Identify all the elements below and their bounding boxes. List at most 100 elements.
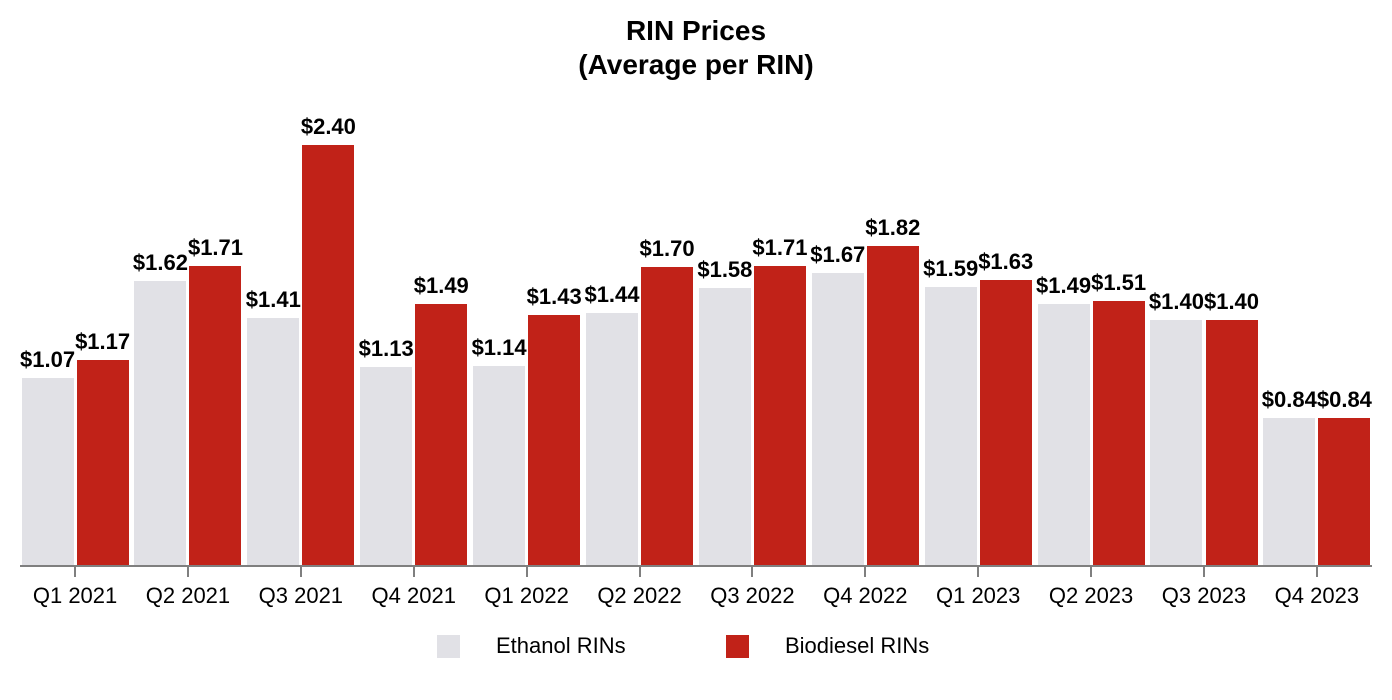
- x-axis-tick: [1315, 567, 1318, 577]
- value-label-biodiesel: $1.51: [1091, 270, 1147, 295]
- bar-ethanol: [21, 378, 74, 565]
- bar-column-biodiesel: $1.82: [865, 215, 920, 565]
- bar-column-ethanol: $1.07: [20, 347, 75, 565]
- bar-biodiesel: [189, 266, 242, 565]
- value-label-ethanol: $0.84: [1261, 387, 1317, 412]
- x-axis-tick: [1202, 567, 1205, 577]
- x-axis-label: Q1 2023: [935, 583, 1021, 608]
- bar-group-q2-2022: $1.44 $1.70 Q2 2022: [584, 236, 695, 608]
- value-label-ethanol: $1.41: [245, 287, 301, 312]
- chart-title-line2: (Average per RIN): [578, 49, 814, 80]
- value-label-biodiesel: $0.84: [1316, 387, 1372, 412]
- ethanol-swatch: [437, 634, 460, 658]
- x-axis-label: Q2 2021: [145, 583, 231, 608]
- value-label-ethanol: $1.49: [1036, 273, 1092, 298]
- bar-column-ethanol: $1.49: [1036, 273, 1091, 565]
- bar-column-ethanol: $1.41: [246, 287, 301, 565]
- bar-column-ethanol: $0.84: [1262, 387, 1317, 565]
- legend-item-biodiesel: Biodiesel RINs: [726, 633, 955, 659]
- x-axis-tick: [751, 567, 754, 577]
- bar-column-biodiesel: $2.40: [301, 114, 356, 565]
- biodiesel-swatch: [726, 634, 749, 658]
- value-label-ethanol: $1.59: [923, 256, 979, 281]
- value-label-ethanol: $1.40: [1148, 289, 1204, 314]
- x-axis-label: Q3 2022: [710, 583, 795, 608]
- x-axis-tick: [74, 567, 77, 577]
- x-axis-tick: [864, 567, 867, 577]
- value-label-ethanol: $1.07: [20, 347, 76, 372]
- bar-biodiesel: [528, 315, 581, 565]
- value-label-biodiesel: $2.40: [300, 114, 356, 139]
- bar-column-ethanol: $1.44: [584, 282, 640, 565]
- bar-column-ethanol: $1.59: [923, 256, 978, 565]
- value-label-biodiesel: $1.70: [639, 236, 695, 261]
- bar-ethanol: [1037, 304, 1090, 565]
- bar-column-biodiesel: $1.71: [752, 235, 807, 565]
- bar-group-q3-2021: $1.41 $2.40 Q3 2021: [246, 114, 356, 608]
- bar-biodiesel: [1318, 418, 1371, 565]
- bar-column-ethanol: $1.14: [472, 335, 527, 565]
- bar-biodiesel: [641, 267, 694, 565]
- bar-ethanol: [247, 318, 300, 565]
- x-axis-label: Q2 2023: [1048, 583, 1134, 608]
- bar-column-biodiesel: $1.71: [188, 235, 243, 565]
- plot-area: $1.07 $1.17 Q1 2021 $1.62 $1.71 Q2 2021 $1.41 $…: [20, 114, 1372, 608]
- x-axis-label: Q1 2022: [484, 583, 569, 608]
- value-label-ethanol: $1.67: [810, 242, 866, 267]
- value-label-ethanol: $1.44: [584, 282, 640, 307]
- x-axis-tick: [638, 567, 641, 577]
- value-label-ethanol: $1.58: [697, 257, 753, 282]
- bar-ethanol: [360, 367, 413, 565]
- bar-column-ethanol: $1.58: [697, 257, 752, 565]
- bar-group-q1-2021: $1.07 $1.17 Q1 2021: [20, 329, 130, 608]
- bar-column-biodiesel: $1.63: [978, 249, 1033, 565]
- value-label-ethanol: $1.13: [358, 336, 414, 361]
- bar-column-biodiesel: $0.84: [1317, 387, 1372, 565]
- value-label-biodiesel: $1.17: [75, 329, 131, 354]
- x-axis-label: Q3 2023: [1161, 583, 1247, 608]
- legend-label-ethanol: Ethanol RINs: [496, 633, 626, 658]
- bar-biodiesel: [866, 246, 919, 565]
- value-label-ethanol: $1.62: [132, 250, 188, 275]
- value-label-ethanol: $1.14: [471, 335, 527, 360]
- bar-biodiesel: [302, 145, 355, 565]
- bar-ethanol: [473, 366, 526, 565]
- bar-biodiesel: [753, 266, 806, 565]
- bar-column-biodiesel: $1.51: [1091, 270, 1146, 565]
- x-axis-label: Q2 2022: [597, 583, 682, 608]
- bar-ethanol: [1263, 418, 1316, 565]
- bar-ethanol: [1150, 320, 1203, 565]
- x-axis-label: Q4 2023: [1274, 583, 1360, 608]
- bar-ethanol: [585, 313, 638, 565]
- x-axis-tick: [299, 567, 302, 577]
- x-axis-label: Q3 2021: [258, 583, 344, 608]
- value-label-biodiesel: $1.82: [865, 215, 921, 240]
- bar-column-biodiesel: $1.40: [1204, 289, 1259, 565]
- bar-column-biodiesel: $1.70: [640, 236, 695, 565]
- x-axis-label: Q4 2021: [371, 583, 456, 608]
- bar-column-biodiesel: $1.17: [75, 329, 130, 565]
- x-axis-tick: [977, 567, 980, 577]
- value-label-biodiesel: $1.63: [978, 249, 1034, 274]
- bar-ethanol: [924, 287, 977, 565]
- value-label-biodiesel: $1.71: [187, 235, 244, 260]
- bar-biodiesel: [1205, 320, 1258, 565]
- bar-column-ethanol: $1.67: [810, 242, 865, 565]
- chart-area: $1.07 $1.17 Q1 2021 $1.62 $1.71 Q2 2021 $1.41 $…: [20, 114, 1372, 659]
- x-axis-label: Q1 2021: [32, 583, 118, 608]
- bar-biodiesel: [415, 304, 468, 565]
- chart-title-line1: RIN Prices: [625, 15, 767, 46]
- bar-group-q4-2021: $1.13 $1.49 Q4 2021: [359, 273, 469, 608]
- bar-group-q4-2022: $1.67 $1.82 Q4 2022: [810, 215, 920, 608]
- bar-group-q1-2023: $1.59 $1.63 Q1 2023: [923, 249, 1033, 608]
- bar-group-q4-2023: $0.84 $0.84 Q4 2023: [1262, 387, 1372, 608]
- value-label-biodiesel: $1.43: [526, 284, 582, 309]
- bar-group-q2-2021: $1.62 $1.71 Q2 2021: [133, 235, 243, 608]
- bar-column-ethanol: $1.40: [1149, 289, 1204, 565]
- x-axis-tick: [412, 567, 415, 577]
- bar-column-ethanol: $1.62: [133, 250, 188, 565]
- bar-column-ethanol: $1.13: [359, 336, 414, 565]
- value-label-biodiesel: $1.49: [413, 273, 469, 298]
- bar-biodiesel: [979, 280, 1032, 565]
- bar-ethanol: [698, 288, 751, 565]
